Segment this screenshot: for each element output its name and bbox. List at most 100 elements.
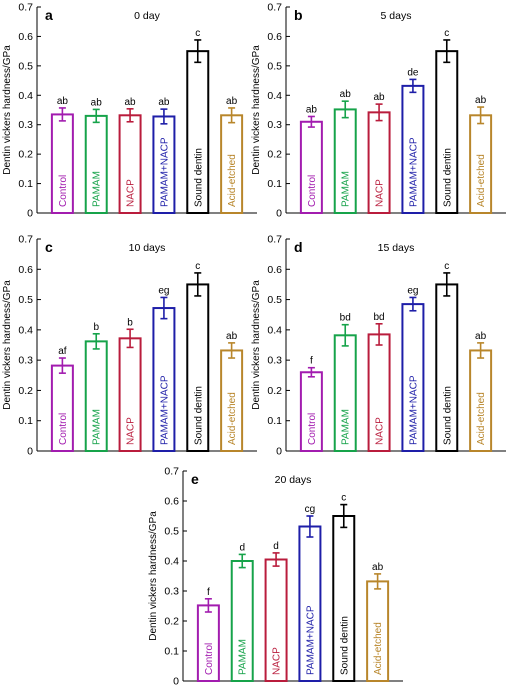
y-tick-label: 0 — [27, 208, 33, 220]
significance-label: eg — [407, 285, 418, 296]
y-tick-label: 0.4 — [267, 90, 282, 102]
y-tick-label: 0 — [276, 446, 282, 458]
panel-letter: e — [191, 471, 199, 487]
y-tick-label: 0.7 — [18, 234, 33, 246]
bar-category-label: Control — [307, 413, 318, 445]
significance-label: f — [310, 356, 313, 367]
y-axis-title: Dentin vickers hardness/GPa — [251, 45, 262, 175]
y-tick-label: 0.2 — [267, 149, 282, 161]
y-tick-label: 0 — [27, 446, 33, 458]
y-tick-label: 0.1 — [267, 178, 282, 190]
bar-category-label: Control — [58, 175, 69, 207]
significance-label: ab — [158, 97, 170, 108]
y-tick-label: 0.5 — [267, 60, 282, 72]
bar-category-label: Control — [204, 643, 215, 675]
significance-label: de — [407, 67, 419, 78]
bar-category-label: PAMAM+NACP — [159, 375, 170, 445]
panel-b: 0 0.1 0.2 0.3 0.4 0.5 0.6 0.7 Dentin vickers har… — [251, 2, 506, 220]
significance-label: cg — [305, 504, 316, 515]
bar-category-label: Control — [307, 175, 318, 207]
panel-a: 0 0.1 0.2 0.3 0.4 0.5 0.6 0.7 Dentin vickers har… — [2, 2, 257, 220]
bar-category-label: Sound dentin — [193, 386, 204, 445]
bar-category-label: Acid-etched — [476, 154, 487, 207]
y-tick-label: 0.1 — [267, 415, 282, 427]
panel-title: 15 days — [378, 242, 415, 254]
panel-letter: c — [45, 239, 53, 255]
y-tick-label: 0.6 — [267, 31, 282, 43]
y-tick-label: 0 — [276, 208, 282, 220]
y-tick-label: 0.5 — [267, 294, 282, 306]
panel-title: 20 days — [275, 474, 312, 486]
significance-label: c — [444, 28, 449, 39]
y-tick-label: 0.7 — [267, 234, 282, 246]
significance-label: ab — [475, 95, 487, 106]
bar-category-label: PAMAM — [92, 171, 103, 207]
bar-category-label: Acid-etched — [373, 622, 384, 675]
significance-label: ab — [340, 89, 352, 100]
significance-label: ab — [374, 92, 386, 103]
y-tick-label: 0.1 — [164, 646, 179, 658]
bar-category-label: Sound dentin — [442, 386, 453, 445]
panel-title: 0 day — [134, 10, 160, 22]
panel-e: 0 0.1 0.2 0.3 0.4 0.5 0.6 0.7 Dentin vickers har… — [148, 466, 403, 685]
bar-category-label: Acid-etched — [227, 392, 238, 445]
y-axis-title: Dentin vickers hardness/GPa — [148, 511, 159, 641]
significance-label: ab — [475, 331, 487, 342]
significance-label: b — [93, 322, 99, 333]
significance-label: c — [444, 261, 449, 272]
significance-label: ab — [226, 96, 238, 107]
bar-category-label: PAMAM — [92, 409, 103, 445]
bar-category-label: Sound dentin — [442, 148, 453, 207]
y-tick-label: 0.2 — [18, 149, 33, 161]
y-tick-label: 0.6 — [267, 264, 282, 276]
y-tick-label: 0.2 — [267, 385, 282, 397]
significance-label: bd — [340, 313, 351, 324]
y-tick-label: 0.2 — [164, 616, 179, 628]
y-tick-label: 0.6 — [18, 264, 33, 276]
significance-label: c — [195, 261, 200, 272]
bar-category-label: Control — [58, 413, 69, 445]
y-tick-label: 0.7 — [164, 466, 179, 478]
significance-label: f — [207, 587, 210, 598]
bar-category-label: NACP — [375, 417, 386, 445]
panel-d: 0 0.1 0.2 0.3 0.4 0.5 0.6 0.7 Dentin vickers har… — [251, 234, 506, 458]
bar-category-label: PAMAM+NACP — [305, 605, 316, 675]
bar-category-label: PAMAM+NACP — [159, 137, 170, 207]
y-tick-label: 0.6 — [164, 496, 179, 508]
y-tick-label: 0.3 — [164, 586, 179, 598]
significance-label: ab — [226, 331, 238, 342]
panel-letter: a — [45, 7, 53, 23]
y-tick-label: 0.6 — [18, 31, 33, 43]
y-tick-label: 0.3 — [18, 355, 33, 367]
y-tick-label: 0.4 — [164, 556, 179, 568]
y-tick-label: 0.3 — [18, 119, 33, 131]
y-tick-label: 0.2 — [18, 385, 33, 397]
bar-category-label: NACP — [126, 179, 137, 207]
y-tick-label: 0 — [173, 676, 179, 685]
significance-label: c — [341, 493, 346, 504]
panel-letter: b — [294, 7, 303, 23]
y-tick-label: 0.4 — [18, 324, 33, 336]
y-tick-label: 0.4 — [18, 90, 33, 102]
significance-label: ab — [125, 97, 137, 108]
y-tick-label: 0.5 — [164, 526, 179, 538]
bar-category-label: PAMAM — [238, 639, 249, 675]
significance-label: d — [239, 542, 245, 553]
bar-category-label: NACP — [126, 417, 137, 445]
y-axis-title: Dentin vickers hardness/GPa — [2, 45, 13, 175]
y-tick-label: 0.7 — [18, 2, 33, 14]
y-tick-label: 0.5 — [18, 60, 33, 72]
y-axis-title: Dentin vickers hardness/GPa — [251, 280, 262, 410]
y-tick-label: 0.3 — [267, 119, 282, 131]
bar-category-label: PAMAM — [341, 409, 352, 445]
significance-label: d — [273, 541, 279, 552]
bar-category-label: PAMAM+NACP — [408, 375, 419, 445]
panel-letter: d — [294, 239, 303, 255]
y-tick-label: 0.5 — [18, 294, 33, 306]
bar-category-label: Acid-etched — [227, 154, 238, 207]
significance-label: b — [127, 317, 133, 328]
bar-category-label: Acid-etched — [476, 392, 487, 445]
significance-label: ab — [306, 104, 318, 115]
significance-label: eg — [158, 285, 169, 296]
panel-c: 0 0.1 0.2 0.3 0.4 0.5 0.6 0.7 Dentin vickers har… — [2, 234, 257, 458]
